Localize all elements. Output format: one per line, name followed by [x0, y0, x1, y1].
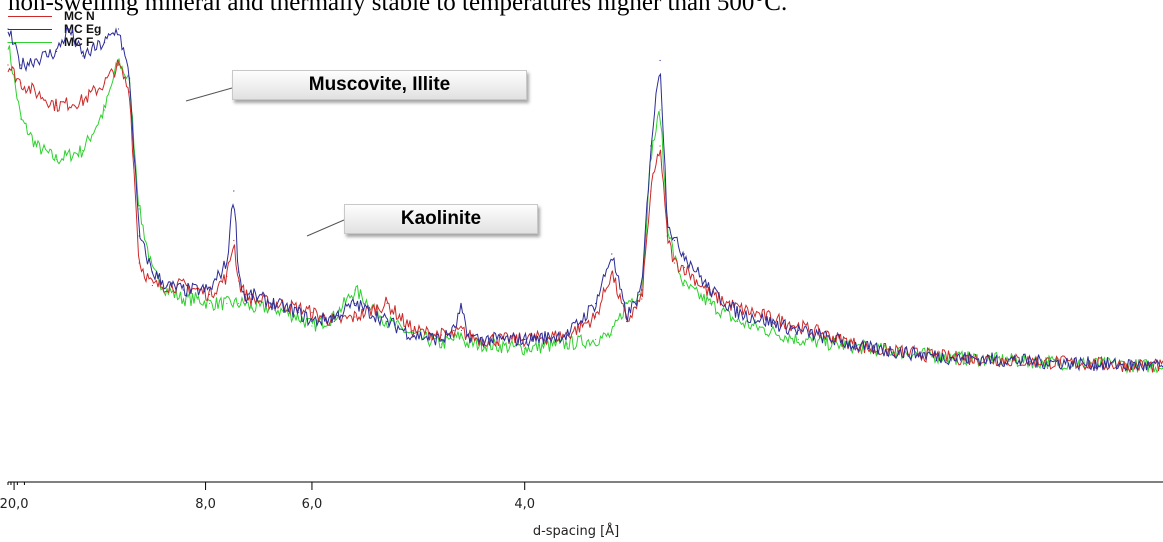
data-point — [233, 239, 235, 242]
series-line-mc-n — [7, 59, 1163, 373]
data-point — [611, 253, 613, 255]
x-tick-label: 6,0 — [301, 497, 323, 512]
header-text: non-swelling mineral and thermally stabl… — [8, 0, 788, 16]
data-point — [659, 145, 661, 147]
data-point — [949, 356, 951, 359]
data-point — [386, 320, 388, 323]
series-line-mc-f — [7, 45, 1163, 375]
data-point — [250, 307, 252, 309]
data-point — [56, 50, 58, 53]
data-point — [117, 28, 120, 30]
data-point — [412, 329, 414, 332]
data-point — [117, 64, 120, 66]
data-point — [226, 302, 228, 305]
data-point — [736, 320, 739, 323]
data-point — [151, 284, 153, 287]
data-point — [238, 302, 240, 305]
data-point — [7, 28, 9, 30]
data-point — [453, 329, 455, 332]
x-tick-label: 20,0 — [0, 497, 29, 512]
data-point — [659, 109, 661, 111]
data-point — [683, 253, 685, 255]
data-point — [641, 298, 643, 300]
data-point — [182, 289, 184, 291]
legend-label-mc-n: MC N — [64, 9, 95, 23]
data-point — [311, 320, 313, 323]
data-point — [197, 298, 199, 300]
data-point — [641, 289, 643, 291]
data-point — [209, 293, 211, 296]
data-point — [209, 289, 211, 291]
legend-swatch-mc-f — [8, 42, 52, 43]
legend-swatch-mc-eg — [8, 29, 52, 30]
data-point — [386, 302, 388, 305]
data-point — [524, 338, 526, 341]
data-point — [460, 329, 463, 332]
data-point — [333, 320, 335, 323]
series-line-mc-eg — [7, 27, 1163, 372]
x-axis-label: d-spacing [Å] — [532, 524, 620, 539]
series-layer — [7, 27, 1163, 375]
callout-muscovite-illite: Muscovite, Illite — [232, 70, 527, 100]
data-point — [412, 334, 414, 336]
x-tick-label: 4,0 — [514, 497, 536, 512]
data-point — [244, 302, 246, 305]
data-point — [611, 334, 613, 336]
data-point — [7, 64, 9, 66]
data-point — [7, 41, 9, 44]
legend-swatch-mc-n — [8, 16, 52, 17]
callout-leader-kaolinite — [306, 219, 345, 237]
data-point — [272, 307, 274, 309]
data-point — [659, 59, 661, 62]
data-point — [683, 266, 685, 269]
data-point — [797, 338, 799, 341]
data-point — [673, 262, 676, 264]
legend-item-mc-n: MC N — [8, 10, 101, 23]
data-point — [209, 302, 211, 305]
data-point — [709, 302, 711, 305]
data-point — [354, 316, 356, 318]
data-point — [683, 284, 685, 287]
data-point — [1046, 361, 1048, 363]
data-point — [595, 338, 597, 341]
data-point — [625, 320, 628, 323]
data-point — [233, 190, 235, 192]
callout-kaolinite: Kaolinite — [344, 204, 538, 234]
data-point — [82, 55, 84, 57]
data-point — [138, 208, 140, 210]
x-axis — [7, 481, 1163, 490]
data-point — [311, 311, 313, 314]
x-tick-label: 8,0 — [195, 497, 216, 512]
data-point — [82, 149, 84, 152]
data-point — [673, 239, 676, 242]
data-point — [440, 338, 443, 341]
data-point — [20, 64, 22, 66]
data-point — [311, 325, 313, 327]
data-point — [104, 109, 106, 111]
callout-leader-muscovite — [185, 87, 233, 102]
